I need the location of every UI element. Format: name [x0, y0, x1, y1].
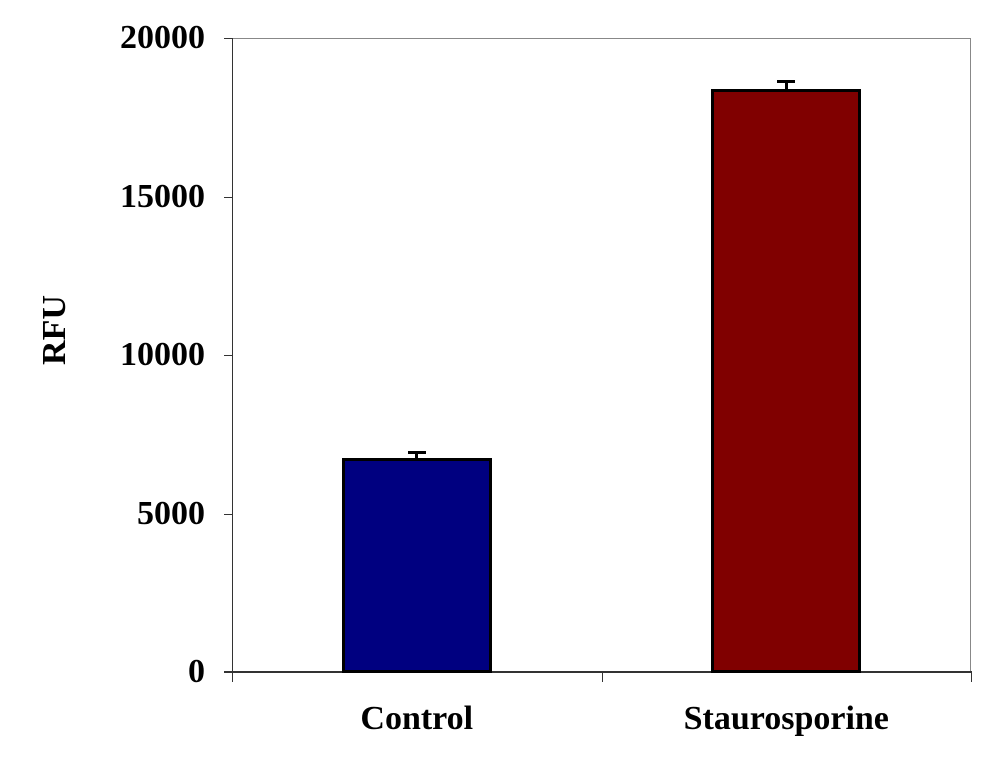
y-tick-label: 0 — [188, 653, 205, 690]
y-axis-title: RFU — [36, 295, 73, 365]
y-tick — [224, 513, 232, 515]
y-tick — [224, 196, 232, 198]
error-bar — [415, 451, 419, 461]
error-bar — [784, 80, 788, 92]
x-axis-line — [224, 671, 972, 673]
y-tick — [224, 672, 232, 673]
y-tick — [224, 355, 232, 356]
bar-control — [341, 458, 492, 673]
x-category-label: Staurosporine — [683, 700, 889, 737]
y-tick-label: 5000 — [137, 494, 205, 532]
error-bar-cap — [777, 80, 796, 84]
bar-staurosporine — [711, 89, 862, 673]
x-tick — [601, 672, 603, 682]
plot-area — [232, 38, 971, 672]
error-bar-cap — [407, 451, 426, 455]
x-category-label: Control — [360, 700, 474, 737]
x-tick — [232, 672, 233, 682]
y-tick — [224, 38, 232, 39]
y-tick-label: 15000 — [120, 177, 205, 215]
x-tick — [971, 672, 972, 682]
y-axis-line — [232, 38, 233, 681]
y-tick-label: 20000 — [120, 19, 205, 56]
y-tick-label: 10000 — [120, 336, 205, 373]
